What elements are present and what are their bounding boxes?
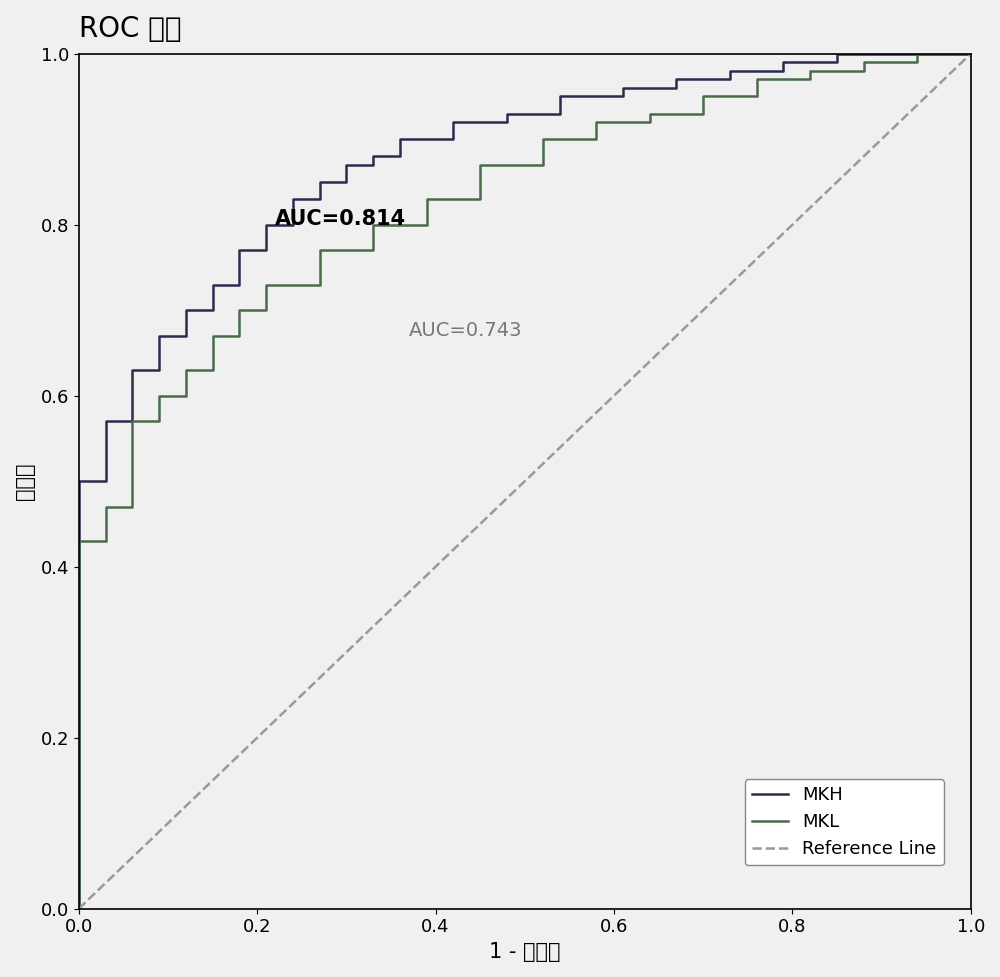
MKH [207, 278, 219, 290]
Text: ROC 曲线: ROC 曲线 [79, 15, 181, 43]
MKH [100, 476, 112, 488]
MKL [233, 304, 245, 316]
MKL [314, 278, 326, 290]
MKH [260, 219, 272, 231]
MKL [153, 390, 165, 402]
MKL [697, 107, 709, 119]
MKL [537, 133, 549, 145]
MKH [394, 133, 406, 145]
MKH [367, 150, 379, 162]
MKL [207, 330, 219, 342]
MKH [501, 116, 513, 128]
MKH [777, 57, 789, 68]
MKL [180, 390, 192, 402]
MKH [126, 364, 138, 376]
MKL [590, 116, 602, 128]
MKH [73, 647, 85, 658]
MKL [126, 415, 138, 427]
MKL [207, 364, 219, 376]
MKL [180, 364, 192, 376]
MKL [474, 193, 486, 205]
MKH [287, 193, 299, 205]
MKL [126, 501, 138, 513]
MKH [153, 364, 165, 376]
MKL [260, 278, 272, 290]
MKH [885, 48, 897, 60]
MKH [831, 57, 843, 68]
Line: MKL: MKL [79, 54, 971, 909]
MKH [724, 73, 736, 85]
MKL [590, 133, 602, 145]
Text: AUC=0.743: AUC=0.743 [409, 320, 522, 340]
MKL [233, 330, 245, 342]
MKH [724, 64, 736, 76]
Legend: MKH, MKL, Reference Line: MKH, MKL, Reference Line [745, 779, 944, 866]
MKH [885, 48, 897, 60]
MKH [501, 107, 513, 119]
MKH [367, 159, 379, 171]
MKH [831, 48, 843, 60]
MKL [73, 535, 85, 547]
MKL [421, 219, 433, 231]
MKL [421, 193, 433, 205]
MKL [537, 159, 549, 171]
MKH [554, 107, 566, 119]
MKH [617, 91, 629, 103]
MKH [126, 390, 138, 402]
MKH [394, 150, 406, 162]
MKH [207, 304, 219, 316]
MKL [314, 244, 326, 256]
MKH [180, 304, 192, 316]
MKH [617, 82, 629, 94]
MKL [474, 159, 486, 171]
MKH [670, 82, 682, 94]
MKL [804, 64, 816, 76]
MKH [260, 244, 272, 256]
MKL [367, 244, 379, 256]
MKL [858, 57, 870, 68]
MKH [670, 73, 682, 85]
MKH [938, 48, 950, 60]
MKH [340, 176, 352, 188]
MKL [751, 91, 763, 103]
MKL [911, 57, 923, 68]
MKH [287, 219, 299, 231]
MKH [180, 330, 192, 342]
MKL [965, 48, 977, 60]
MKL [644, 116, 656, 128]
MKL [73, 903, 85, 914]
MKH [340, 159, 352, 171]
MKH [447, 133, 459, 145]
MKH [777, 64, 789, 76]
MKH [153, 330, 165, 342]
MKH [73, 476, 85, 488]
MKH [554, 91, 566, 103]
MKH [447, 116, 459, 128]
MKL [100, 501, 112, 513]
MKH [938, 48, 950, 60]
MKL [911, 48, 923, 60]
MKH [314, 193, 326, 205]
MKL [804, 73, 816, 85]
X-axis label: 1 - 特异性: 1 - 特异性 [489, 942, 561, 962]
MKL [153, 415, 165, 427]
MKH [100, 415, 112, 427]
MKL [367, 219, 379, 231]
MKH [233, 244, 245, 256]
MKL [644, 107, 656, 119]
MKL [697, 91, 709, 103]
Text: AUC=0.814: AUC=0.814 [275, 209, 406, 229]
MKH [73, 903, 85, 914]
MKH [233, 278, 245, 290]
MKL [260, 304, 272, 316]
MKH [965, 48, 977, 60]
MKH [314, 176, 326, 188]
MKH [126, 415, 138, 427]
Line: MKH: MKH [79, 54, 971, 909]
MKL [858, 64, 870, 76]
Y-axis label: 敏感度: 敏感度 [15, 462, 35, 500]
MKL [751, 73, 763, 85]
MKL [100, 535, 112, 547]
